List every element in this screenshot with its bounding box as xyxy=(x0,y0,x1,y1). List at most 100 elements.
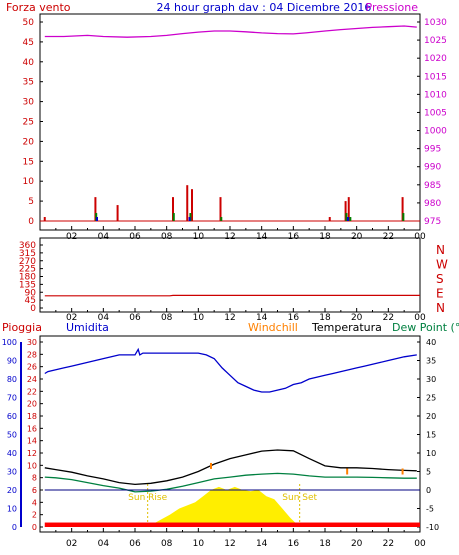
humidity-label: Umidita xyxy=(66,321,109,334)
temperature-line xyxy=(44,449,417,486)
temp-x-tick-label: 18 xyxy=(319,539,331,549)
rain-tick-label: 4 xyxy=(32,498,37,507)
temp-x-tick-label: 16 xyxy=(288,539,300,549)
temp-tick-label: -10 xyxy=(426,523,439,532)
humidity-tick-label: 60 xyxy=(7,412,17,421)
temp-x-tick-label: 14 xyxy=(256,539,268,549)
wind-x-tick-label: 14 xyxy=(256,232,268,242)
temp-tick-label: 35 xyxy=(426,357,436,366)
wind-tick-label: 25 xyxy=(23,118,34,128)
wind-tick-label: 35 xyxy=(23,78,34,88)
direction-tick-label: 45 xyxy=(25,296,36,306)
temp-tick-label: 5 xyxy=(426,468,431,477)
sun-set-label: Sun Set xyxy=(282,493,317,503)
temp-tick-label: 0 xyxy=(426,486,431,495)
wind-x-tick-label: 12 xyxy=(224,232,235,242)
dewpoint-label: Dew Point (°C xyxy=(392,321,459,334)
direction-compass-label: N xyxy=(436,301,445,315)
direction-x-tick-label: 20 xyxy=(351,313,363,323)
humidity-tick-label: 10 xyxy=(7,505,17,514)
direction-x-tick-label: 08 xyxy=(161,313,173,323)
humidity-tick-label: 40 xyxy=(7,449,17,458)
temp-tick-label: 40 xyxy=(426,338,436,347)
direction-tick-label: 90 xyxy=(25,288,37,298)
rain-tick-label: 12 xyxy=(27,449,37,458)
direction-tick-label: 0 xyxy=(30,304,36,314)
direction-tick-label: 315 xyxy=(19,249,36,259)
temp-x-tick-label: 00 xyxy=(414,539,426,549)
wind-tick-label: 20 xyxy=(23,137,35,147)
pressure-tick-label: 1025 xyxy=(424,36,447,46)
wind-x-tick-label: 00 xyxy=(414,232,426,242)
temp-tick-label: 10 xyxy=(426,449,436,458)
direction-tick-label: 360 xyxy=(19,241,36,251)
humidity-tick-label: 50 xyxy=(7,431,17,440)
temp-tick-label: 20 xyxy=(426,412,436,421)
pressure-tick-label: 980 xyxy=(424,199,441,209)
humidity-tick-label: 100 xyxy=(2,338,17,347)
rain-label: Pioggia xyxy=(2,321,42,334)
rain-tick-label: 14 xyxy=(27,437,37,446)
wind-x-tick-label: 08 xyxy=(161,232,173,242)
pressure-tick-label: 1000 xyxy=(424,127,447,137)
direction-tick-label: 270 xyxy=(19,257,36,267)
temp-x-tick-label: 02 xyxy=(66,539,77,549)
wind-x-tick-label: 20 xyxy=(351,232,363,242)
temp-x-tick-label: 08 xyxy=(161,539,173,549)
temp-tick-label: 25 xyxy=(426,394,436,403)
wind-x-tick-label: 06 xyxy=(129,232,141,242)
rain-tick-label: 8 xyxy=(32,474,37,483)
humidity-line xyxy=(44,347,417,393)
dewpoint-line xyxy=(44,472,417,493)
temp-x-tick-label: 10 xyxy=(193,539,205,549)
direction-x-tick-label: 16 xyxy=(288,313,300,323)
pressure-line xyxy=(44,25,417,38)
direction-compass-label: N xyxy=(436,243,445,257)
wind-x-tick-label: 10 xyxy=(193,232,205,242)
direction-x-tick-label: 04 xyxy=(98,313,110,323)
humidity-tick-label: 70 xyxy=(7,394,17,403)
temp-x-tick-label: 22 xyxy=(383,539,394,549)
wind-x-tick-label: 22 xyxy=(383,232,394,242)
rain-bar xyxy=(44,522,420,527)
direction-x-tick-label: 12 xyxy=(224,313,235,323)
direction-x-tick-label: 22 xyxy=(383,313,394,323)
rain-tick-label: 28 xyxy=(27,350,37,359)
wind-tick-label: 5 xyxy=(28,197,34,207)
pressure-tick-label: 995 xyxy=(424,145,441,155)
wind-tick-label: 0 xyxy=(28,217,34,227)
sun-rise-label: Sun Rise xyxy=(128,493,167,503)
wind-x-tick-label: 16 xyxy=(288,232,300,242)
wind-pressure-plot: 0510152025303540455097598098599099510001… xyxy=(23,18,448,242)
wind-tick-label: 10 xyxy=(23,177,35,187)
chart-title: 24 hour graph dav : 04 Dicembre 2016 xyxy=(157,1,372,14)
pressure-tick-label: 1020 xyxy=(424,54,447,64)
humidity-tick-label: 0 xyxy=(12,523,17,532)
panel-wind-frame xyxy=(39,13,421,231)
rain-tick-label: 2 xyxy=(32,511,37,520)
direction-x-tick-label: 18 xyxy=(319,313,331,323)
panel-direction-frame xyxy=(39,237,421,313)
pressure-tick-label: 990 xyxy=(424,163,441,173)
temp-x-tick-label: 12 xyxy=(224,539,235,549)
temp-x-tick-label: 20 xyxy=(351,539,363,549)
wind-tick-label: 30 xyxy=(23,98,35,108)
rain-tick-label: 0 xyxy=(32,523,37,532)
pressure-tick-label: 975 xyxy=(424,217,441,227)
wind-x-tick-label: 04 xyxy=(98,232,110,242)
wind-tick-label: 15 xyxy=(23,157,34,167)
rain-tick-label: 24 xyxy=(27,375,37,384)
rain-tick-label: 6 xyxy=(32,486,37,495)
pressure-tick-label: 1005 xyxy=(424,108,447,118)
rain-tick-label: 20 xyxy=(27,400,37,409)
pressure-tick-label: 985 xyxy=(424,181,441,191)
direction-x-tick-label: 14 xyxy=(256,313,268,323)
wind-tick-label: 40 xyxy=(23,58,35,68)
rain-tick-label: 22 xyxy=(27,387,37,396)
humidity-tick-label: 80 xyxy=(7,375,17,384)
sun-area xyxy=(147,486,300,527)
wind-x-tick-label: 18 xyxy=(319,232,331,242)
temp-x-tick-label: 04 xyxy=(98,539,110,549)
